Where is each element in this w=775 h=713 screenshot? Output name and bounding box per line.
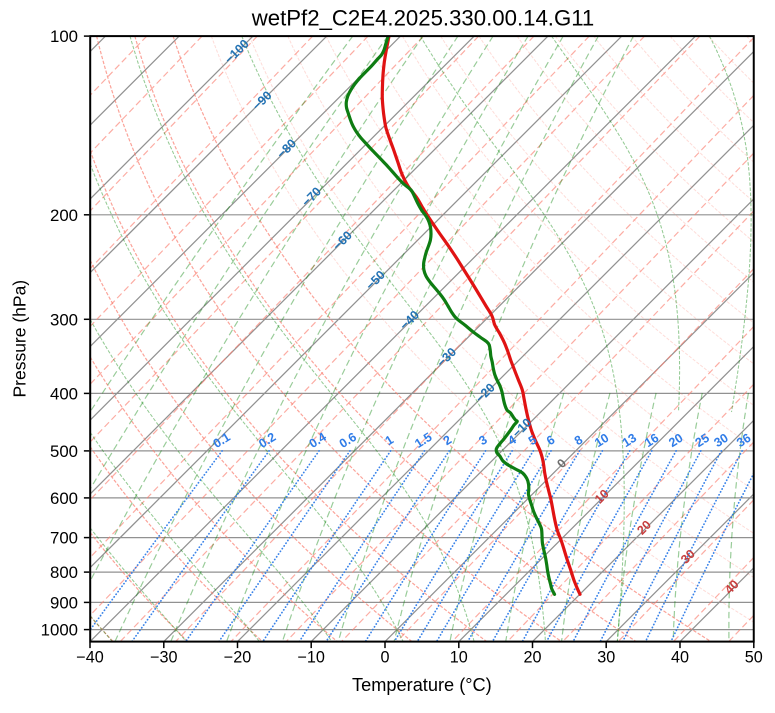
svg-text:50: 50	[745, 649, 763, 667]
svg-text:20: 20	[666, 431, 685, 450]
svg-text:900: 900	[50, 593, 78, 612]
svg-text:500: 500	[50, 442, 78, 461]
svg-text:800: 800	[50, 563, 78, 582]
svg-text:0: 0	[380, 649, 389, 667]
svg-text:36: 36	[734, 431, 753, 450]
svg-text:−20: −20	[224, 649, 251, 667]
svg-text:Temperature (°C): Temperature (°C)	[352, 675, 492, 695]
svg-text:1000: 1000	[41, 621, 78, 640]
svg-text:16: 16	[642, 431, 661, 450]
svg-text:−40: −40	[76, 649, 103, 667]
svg-text:10: 10	[450, 649, 468, 667]
svg-text:300: 300	[50, 310, 78, 329]
svg-text:13: 13	[620, 431, 639, 450]
svg-text:30: 30	[597, 649, 615, 667]
svg-text:wetPf2_C2E4.2025.330.00.14.G11: wetPf2_C2E4.2025.330.00.14.G11	[251, 5, 595, 30]
svg-text:−10: −10	[297, 649, 324, 667]
svg-text:10: 10	[592, 431, 611, 450]
svg-text:400: 400	[50, 384, 78, 403]
svg-text:30: 30	[712, 431, 731, 450]
svg-text:700: 700	[50, 529, 78, 548]
svg-text:Pressure (hPa): Pressure (hPa)	[10, 280, 30, 398]
svg-text:25: 25	[693, 431, 712, 450]
svg-text:40: 40	[671, 649, 689, 667]
svg-text:20: 20	[523, 649, 541, 667]
svg-text:200: 200	[50, 206, 78, 225]
svg-text:−30: −30	[150, 649, 177, 667]
svg-text:600: 600	[50, 489, 78, 508]
svg-text:100: 100	[50, 27, 78, 46]
